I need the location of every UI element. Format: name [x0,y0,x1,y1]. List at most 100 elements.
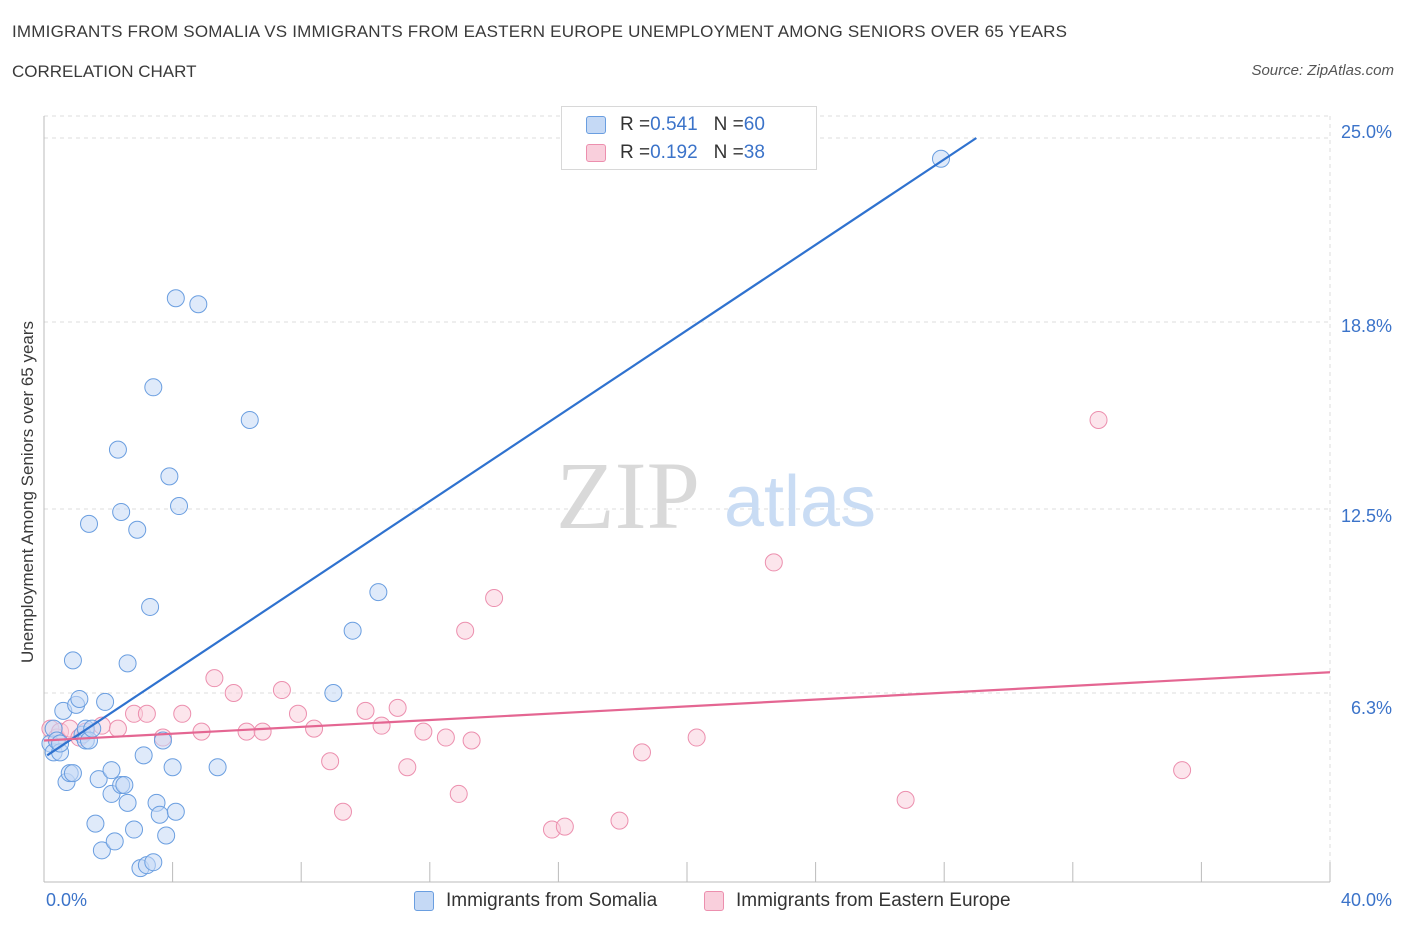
legend-row-somalia: R = 0.541 N = 60 [586,113,765,137]
somalia-point [105,832,124,851]
somalia-point [153,731,172,750]
eastern-europe-point [555,817,574,836]
eastern-europe-trend-line [43,671,1331,742]
somalia-point [128,520,147,539]
somalia-swatch [586,116,606,134]
legend-label-eastern-europe: Immigrants from Eastern Europe [736,890,1011,911]
legend-r-label: R = [620,142,651,163]
eastern-europe-point [372,716,391,735]
y-tick-label: 18.8% [1340,316,1392,336]
eastern-europe-point [333,802,352,821]
x-tick-label-min: 0.0% [46,890,88,910]
somalia-point [157,826,176,845]
somalia-point [89,770,108,789]
somalia-point [134,746,153,765]
legend-label-somalia: Immigrants from Somalia [446,890,658,911]
watermark: ZIP atlas [556,442,876,549]
legend-item-somalia: Immigrants from Somalia [414,890,657,912]
correlation-legend: R = 0.541 N = 60 R = 0.192 N = 38 [561,106,817,170]
somalia-point [96,692,115,711]
somalia-point [70,689,89,708]
somalia-point [343,621,362,640]
somalia-point [112,502,131,521]
somalia-point [118,793,137,812]
somalia-point [118,654,137,673]
somalia-point [166,289,185,308]
eastern-europe-point [224,684,243,703]
eastern-europe-point [436,728,455,747]
somalia-point [240,410,259,429]
somalia-point [92,841,111,860]
y-tick-label: 25.0% [1340,122,1392,142]
eastern-europe-point [305,719,324,738]
eastern-europe-point [108,719,127,738]
eastern-europe-point [610,811,629,830]
eastern-europe-point [449,784,468,803]
axes-layer [43,116,1331,883]
somalia-point [63,651,82,670]
series-legend: Immigrants from Somalia Immigrants from … [0,888,1406,916]
eastern-europe-point [388,698,407,717]
legend-n-value: 38 [743,142,765,163]
eastern-europe-point [137,704,156,723]
eastern-europe-legend-swatch [704,891,724,911]
somalia-point [86,814,105,833]
trend-lines [43,137,1331,757]
legend-r-value: 0.541 [650,114,698,135]
somalia-point [208,758,227,777]
somalia-point [102,761,121,780]
y-tick-label: 12.5% [1340,506,1392,526]
legend-row-eastern-europe: R = 0.192 N = 38 [586,141,765,165]
chart-subtitle: CORRELATION CHART [12,62,197,81]
eastern-europe-point [462,731,481,750]
legend-n-label: N = [713,114,744,135]
eastern-europe-point [1173,761,1192,780]
somalia-point [160,467,179,486]
eastern-europe-point [896,790,915,809]
x-tick-label-max: 40.0% [1340,890,1392,910]
series-eastern-europe-points [41,410,1192,839]
eastern-europe-point [173,704,192,723]
source-credit: Source: ZipAtlas.com [1251,62,1394,79]
somalia-point [324,684,343,703]
legend-r-label: R = [620,114,651,135]
eastern-europe-point [288,704,307,723]
somalia-trend-line [46,137,977,757]
somalia-point [189,295,208,314]
eastern-europe-point [414,722,433,741]
eastern-europe-point [632,743,651,762]
somalia-point [80,514,99,533]
series-somalia-points [41,149,950,878]
somalia-point [115,776,134,795]
eastern-europe-swatch [586,144,606,162]
legend-n-value: 60 [743,114,765,135]
eastern-europe-point [485,589,504,608]
eastern-europe-point [687,728,706,747]
eastern-europe-point [1089,410,1108,429]
eastern-europe-point [356,701,375,720]
eastern-europe-point [456,621,475,640]
somalia-point [166,802,185,821]
somalia-point [63,764,82,783]
legend-item-eastern-europe: Immigrants from Eastern Europe [704,890,1011,912]
legend-r-value: 0.192 [650,142,698,163]
eastern-europe-point [253,722,272,741]
somalia-point [150,805,169,824]
somalia-point [108,440,127,459]
y-axis-label: Unemployment Among Seniors over 65 years [18,320,37,664]
eastern-europe-point [398,758,417,777]
somalia-point [163,758,182,777]
somalia-point [369,583,388,602]
watermark-zip: ZIP [556,442,700,549]
chart-title: IMMIGRANTS FROM SOMALIA VS IMMIGRANTS FR… [12,22,1068,41]
watermark-atlas: atlas [724,462,876,542]
somalia-point [141,597,160,616]
eastern-europe-point [272,681,291,700]
eastern-europe-point [237,722,256,741]
somalia-point [144,378,163,397]
somalia-point [125,820,144,839]
eastern-europe-point [764,553,783,572]
y-tick-label: 6.3% [1350,698,1392,718]
legend-n-label: N = [713,142,744,163]
eastern-europe-point [205,669,224,688]
